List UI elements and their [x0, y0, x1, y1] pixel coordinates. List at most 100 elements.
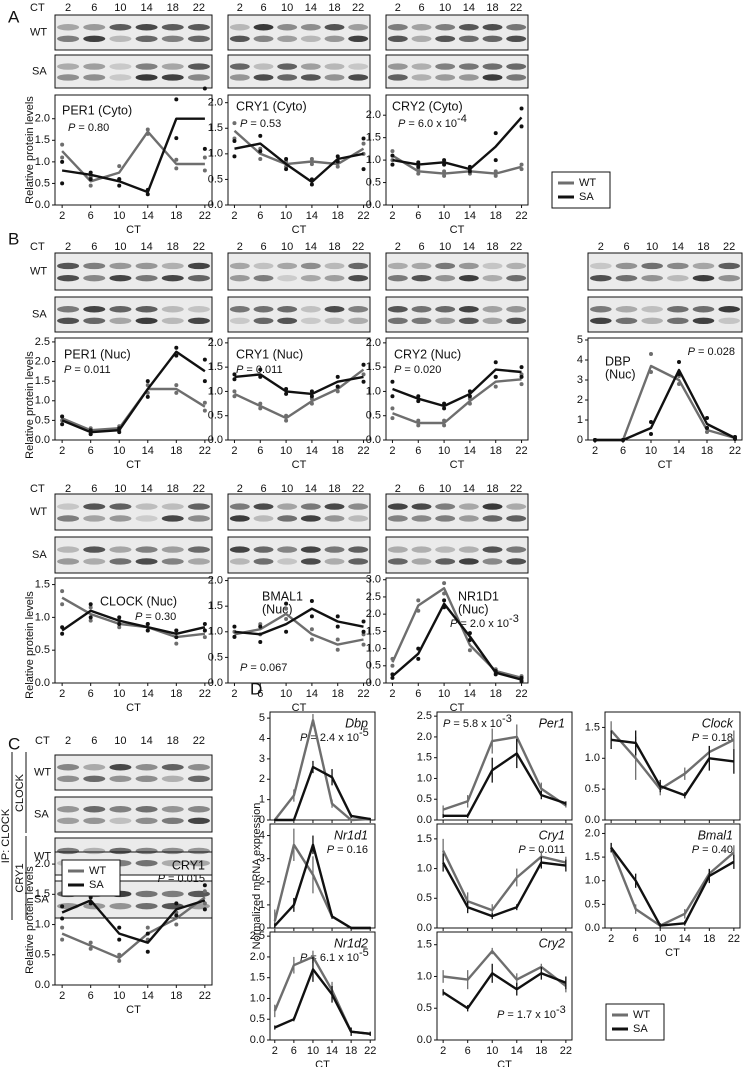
blot-band — [83, 817, 106, 824]
blot-time-label: 10 — [439, 241, 451, 253]
x-tick-label: 2 — [389, 688, 395, 700]
blot-band — [109, 503, 132, 510]
blot-band — [277, 306, 298, 313]
series-line — [61, 609, 206, 635]
blot-band — [229, 35, 250, 42]
blot-band — [590, 306, 612, 313]
x-tick-label: 10 — [113, 210, 125, 222]
y-tick-label: 3.0 — [366, 574, 381, 586]
replicate-dot — [335, 647, 340, 652]
blot-band — [435, 306, 456, 313]
x-tick-label: 2 — [231, 445, 237, 457]
plot-frame — [587, 337, 743, 441]
blot-band — [57, 63, 80, 70]
replicate-dot — [649, 420, 653, 424]
replicate-dot — [145, 925, 150, 930]
replicate-dot — [309, 162, 314, 167]
p-value: P = 0.011 — [518, 844, 565, 856]
x-axis-label: CT — [126, 1004, 141, 1016]
x-tick-label: 14 — [679, 933, 691, 945]
blot-band — [411, 262, 432, 270]
y-tick-label: 1.0 — [208, 385, 223, 397]
blot-time-label: 18 — [697, 241, 709, 253]
blot-band — [277, 558, 298, 565]
replicate-dot — [60, 422, 65, 427]
x-tick-label: 6 — [88, 210, 94, 222]
replicate-dot — [705, 416, 709, 420]
replicate-dot — [416, 164, 421, 169]
blot-row-label: WT — [30, 506, 47, 518]
blot — [54, 296, 213, 333]
blot-band — [161, 817, 184, 824]
y-tick-label: 4 — [259, 732, 265, 744]
blot-row-label: SA — [34, 808, 49, 820]
blot-band — [718, 306, 740, 313]
blot-band — [641, 274, 663, 282]
y-tick-label: 0.0 — [585, 814, 600, 826]
replicate-dot — [88, 605, 93, 610]
replicate-dot — [649, 432, 653, 436]
y-tick-label: 1.5 — [585, 851, 600, 863]
blot-band — [667, 274, 689, 282]
blot-band — [277, 24, 298, 31]
replicate-dot — [117, 625, 122, 630]
x-tick-label: 6 — [415, 210, 421, 222]
blot-time-label: 22 — [352, 2, 364, 14]
blot-band — [161, 764, 184, 771]
replicate-dot — [232, 121, 237, 126]
y-tick-label: 1.0 — [585, 752, 600, 764]
replicate-dot — [309, 627, 314, 632]
blot-band — [482, 274, 503, 282]
blot-band — [277, 35, 298, 42]
y-tick-label: 0.0 — [417, 1034, 432, 1046]
plot-frame — [227, 337, 371, 441]
blot-band — [229, 262, 250, 270]
x-tick-label: 14 — [326, 1045, 338, 1057]
x-tick-label: 14 — [673, 445, 685, 457]
blot-band — [135, 262, 158, 270]
y-tick-label: 0.5 — [366, 660, 381, 672]
blot-band — [324, 74, 345, 81]
blot-band — [458, 74, 479, 81]
x-tick-label: 2 — [59, 210, 65, 222]
y-tick-label: 2.0 — [208, 97, 223, 109]
series-line — [610, 846, 735, 927]
blot-band — [324, 262, 345, 270]
replicate-dot — [258, 367, 263, 372]
blot-band — [135, 817, 158, 824]
y-tick-label: 2.0 — [366, 337, 381, 349]
p-value: P = 0.80 — [68, 122, 109, 134]
replicate-dot — [202, 621, 207, 626]
chart-title: DBP — [605, 354, 631, 368]
replicate-dot — [145, 628, 150, 633]
blot-band — [83, 74, 106, 81]
replicate-dot — [60, 937, 65, 942]
x-tick-label: 22 — [199, 445, 211, 457]
blot-band — [57, 24, 80, 31]
y-tick-label: 0.0 — [35, 199, 50, 211]
blot-time-label: 10 — [646, 241, 658, 253]
blot-band — [161, 306, 184, 313]
x-axis-label: CT — [497, 1059, 512, 1067]
blot-band — [506, 74, 527, 81]
blot-time-label: 18 — [486, 483, 498, 495]
replicate-dot — [232, 634, 237, 639]
series-line — [442, 972, 567, 1010]
blot-row-label: SA — [32, 65, 47, 77]
blot-band — [187, 515, 210, 522]
blot-band — [300, 317, 321, 324]
blot-band — [135, 902, 158, 910]
x-tick-label: 6 — [257, 688, 263, 700]
replicate-dot — [88, 177, 93, 182]
x-tick-label: 18 — [332, 445, 344, 457]
blot-band — [458, 503, 479, 510]
blot-band — [300, 546, 321, 553]
blot — [385, 296, 529, 333]
y-tick-label: 0.0 — [417, 814, 432, 826]
blot-band — [57, 274, 80, 282]
y-tick-label: 1.5 — [250, 972, 265, 984]
y-tick-label: 0.5 — [366, 176, 381, 188]
series-line — [61, 896, 206, 959]
blot-band — [348, 274, 369, 282]
y-tick-label: 1.5 — [417, 833, 432, 845]
